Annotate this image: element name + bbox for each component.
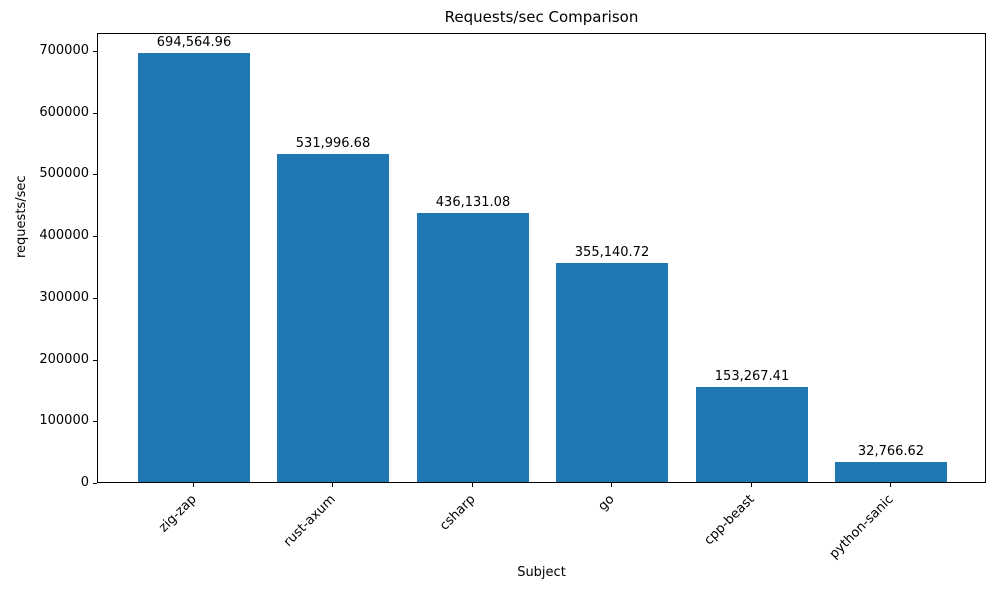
x-tick-label-cpp-beast: cpp-beast <box>701 492 758 549</box>
x-tick-mark <box>472 483 473 487</box>
bar-zig-zap <box>138 53 250 482</box>
bar-csharp <box>417 213 529 482</box>
y-tick-label: 300000 <box>39 290 89 305</box>
bar-python-sanic <box>835 462 947 482</box>
x-tick-label-csharp: csharp <box>437 492 479 534</box>
bar-rust-axum <box>277 154 389 482</box>
y-tick-mark <box>93 298 97 299</box>
y-tick-label: 400000 <box>39 228 89 243</box>
x-tick-mark <box>332 483 333 487</box>
y-tick-label: 100000 <box>39 413 89 428</box>
x-tick-label-python-sanic: python-sanic <box>826 492 897 562</box>
bar-value-label: 694,564.96 <box>156 35 232 50</box>
y-tick-mark <box>93 51 97 52</box>
x-axis-label: Subject <box>517 565 566 580</box>
bar-go <box>556 263 668 482</box>
y-tick-mark <box>93 236 97 237</box>
y-tick-mark <box>93 174 97 175</box>
y-tick-mark <box>93 483 97 484</box>
x-tick-label-zig-zap: zig-zap <box>156 492 200 536</box>
x-tick-mark <box>751 483 752 487</box>
plot-area: 694,564.96 531,996.68 436,131.08 355,140.72… <box>97 33 986 483</box>
y-tick-mark <box>93 360 97 361</box>
bar-value-label: 436,131.08 <box>435 195 511 210</box>
y-tick-mark <box>93 113 97 114</box>
x-tick-mark <box>890 483 891 487</box>
x-tick-mark <box>193 483 194 487</box>
y-tick-label: 500000 <box>39 166 89 181</box>
y-tick-label: 0 <box>80 475 89 490</box>
bar-value-label: 32,766.62 <box>857 444 925 459</box>
bar-value-label: 153,267.41 <box>714 369 790 384</box>
y-axis-label: requests/sec <box>14 175 29 259</box>
bar-cpp-beast <box>696 387 808 482</box>
x-tick-mark <box>611 483 612 487</box>
y-tick-mark <box>93 421 97 422</box>
bar-value-label: 355,140.72 <box>574 245 650 260</box>
y-tick-label: 200000 <box>39 352 89 367</box>
x-tick-label-rust-axum: rust-axum <box>280 492 339 550</box>
chart-title: Requests/sec Comparison <box>444 8 639 26</box>
y-tick-label: 700000 <box>39 43 89 58</box>
x-tick-label-go: go <box>595 492 618 515</box>
bar-value-label: 531,996.68 <box>295 136 371 151</box>
y-tick-label: 600000 <box>39 105 89 120</box>
